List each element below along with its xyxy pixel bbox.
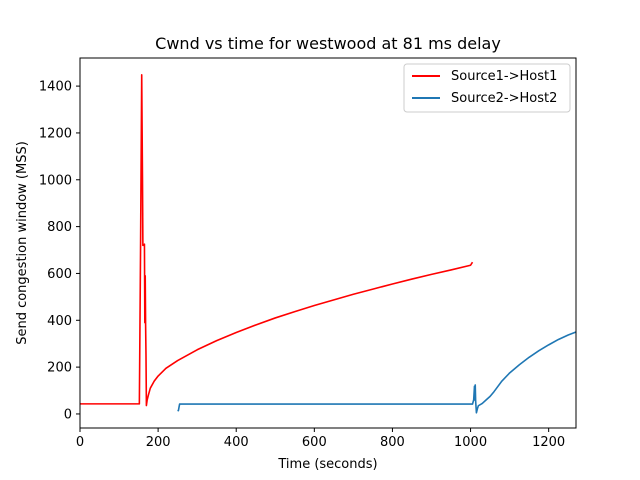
x-tick-label: 800 xyxy=(380,435,405,450)
legend: Source1->Host1 Source2->Host2 xyxy=(403,63,571,113)
y-tick-label: 400 xyxy=(47,314,72,329)
chart-title: Cwnd vs time for westwood at 81 ms delay xyxy=(155,34,501,53)
series-layer xyxy=(80,74,577,414)
x-axis-ticks: 0 200 400 600 800 1000 1200 xyxy=(76,428,565,450)
x-tick-label: 1200 xyxy=(532,435,565,450)
plot-background xyxy=(80,58,576,428)
y-tick-label: 1000 xyxy=(39,173,72,188)
y-tick-label: 600 xyxy=(47,267,72,282)
legend-box xyxy=(403,63,571,113)
legend-label-source1: Source1->Host1 xyxy=(451,69,557,84)
plot-frame xyxy=(79,57,577,429)
y-axis-label: Send congestion window (MSS) xyxy=(15,141,30,345)
x-tick-label: 200 xyxy=(146,435,171,450)
x-tick-label: 0 xyxy=(76,435,84,450)
y-tick-label: 1400 xyxy=(39,80,72,95)
x-tick-label: 1000 xyxy=(454,435,487,450)
series-line-1 xyxy=(80,74,474,407)
x-axis-label: Time (seconds) xyxy=(277,457,377,472)
series-line-2 xyxy=(177,331,577,414)
y-tick-label: 800 xyxy=(47,220,72,235)
x-tick-label: 600 xyxy=(302,435,327,450)
legend-label-source2: Source2->Host2 xyxy=(451,91,557,106)
y-tick-label: 200 xyxy=(47,361,72,376)
y-tick-label: 1200 xyxy=(39,126,72,141)
x-tick-label: 400 xyxy=(224,435,249,450)
y-axis-ticks: 0 200 400 600 800 1000 1200 1400 xyxy=(39,80,80,422)
y-tick-label: 0 xyxy=(64,407,72,422)
